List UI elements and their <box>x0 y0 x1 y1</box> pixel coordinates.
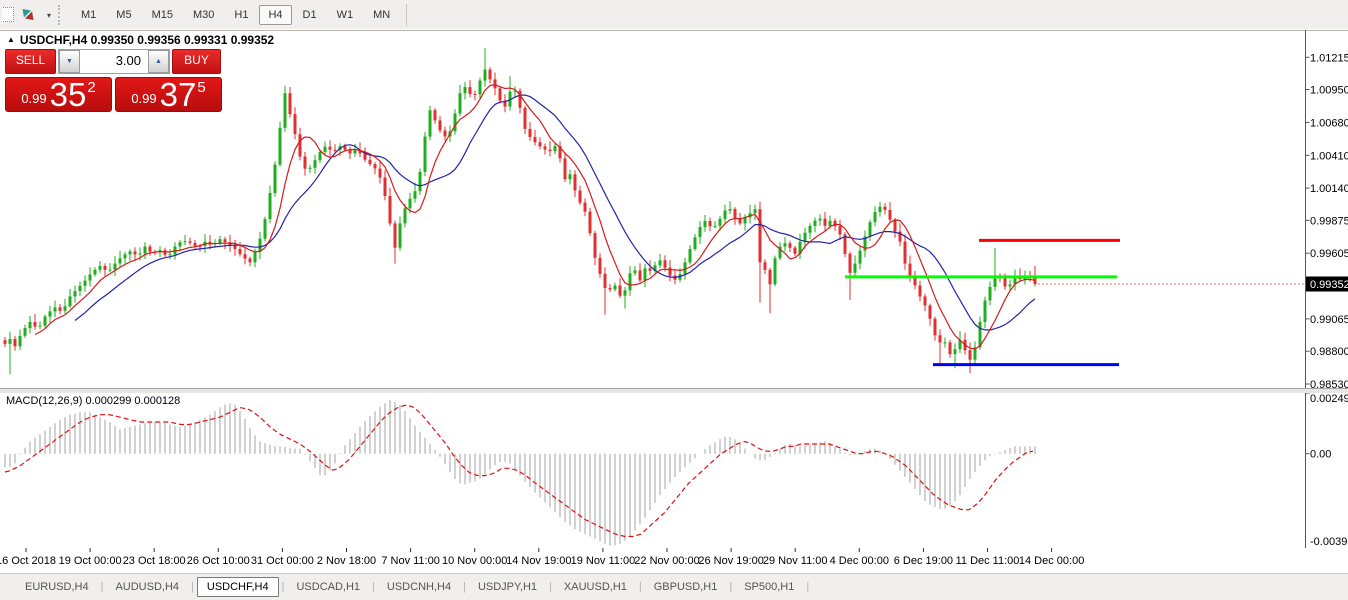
tab-separator: | <box>806 581 810 593</box>
bid-price-big: 35 <box>49 76 87 113</box>
svg-text:31 Oct 00:00: 31 Oct 00:00 <box>251 555 314 567</box>
tab-separator: | <box>191 581 194 593</box>
svg-text:22 Nov 00:00: 22 Nov 00:00 <box>634 555 699 567</box>
tab-separator: | <box>729 581 733 593</box>
timeframe-button-m1[interactable]: M1 <box>81 8 97 21</box>
timeframe-button-h4[interactable]: H4 <box>259 4 292 25</box>
tab-separator: | <box>281 581 285 593</box>
chart-title-text: USDCHF,H4 0.99350 0.99356 0.99331 0.9935… <box>19 33 275 47</box>
tab-separator: | <box>100 581 104 593</box>
bid-price-sup: 2 <box>87 79 96 96</box>
timeframe-button-m15[interactable]: M15 <box>151 8 173 21</box>
svg-text:0.002492: 0.002492 <box>1310 393 1348 405</box>
chart-tab-bar: EURUSD,H4 | AUDUSD,H4 | USDCHF,H4 | USDCAD,H1 |… <box>0 573 1348 600</box>
timeframe-button-w1[interactable]: W1 <box>336 8 354 21</box>
sell-button[interactable]: SELL <box>5 48 56 74</box>
svg-text:0.99065: 0.99065 <box>1310 314 1348 326</box>
volume-up-button[interactable]: ▲ <box>148 49 169 73</box>
ma-fast-line <box>34 84 1036 350</box>
svg-text:14 Dec 00:00: 14 Dec 00:00 <box>1019 555 1084 567</box>
macd-label: MACD(12,26,9) 0.000299 0.000128 <box>6 395 181 407</box>
tile-windows-icon[interactable]: ▾ <box>18 4 51 25</box>
macd-signal-line <box>4 404 1034 538</box>
macd-histogram <box>4 400 1036 546</box>
tab-eurusd-h4[interactable]: EURUSD,H4 <box>25 581 89 593</box>
timeframe-button-m5[interactable]: M5 <box>116 8 132 21</box>
tab-gbpusd-h1[interactable]: GBPUSD,H1 <box>653 581 718 593</box>
ask-price-big: 37 <box>159 76 197 113</box>
timeframe-button-mn[interactable]: MN <box>373 8 391 21</box>
svg-text:16 Oct 2018: 16 Oct 2018 <box>0 555 56 567</box>
svg-text:0.00: 0.00 <box>1310 449 1331 461</box>
collapse-panel-icon[interactable]: ▲ <box>7 35 15 44</box>
timeframe-button-h1[interactable]: H1 <box>234 8 249 21</box>
macd-indicator-pane[interactable]: 0.002492 0.00 -0.003913 <box>0 393 1348 549</box>
time-axis[interactable]: 16 Oct 2018 19 Oct 00:00 23 Oct 18:00 26 Oc… <box>0 548 1348 573</box>
tab-usdcad-h1[interactable]: USDCAD,H1 <box>296 581 361 593</box>
svg-text:1.00680: 1.00680 <box>1310 117 1348 129</box>
svg-text:1.00410: 1.00410 <box>1310 150 1348 162</box>
svg-text:26 Oct 10:00: 26 Oct 10:00 <box>187 555 250 567</box>
svg-text:1.00950: 1.00950 <box>1310 85 1348 97</box>
ask-price-sup: 5 <box>197 79 206 96</box>
bid-price-display[interactable]: 0.99 35 2 <box>5 77 112 112</box>
tab-separator: | <box>638 581 642 593</box>
tab-separator: | <box>549 581 552 593</box>
chart-area: 1.01215 1.00950 1.00680 1.00410 1.00140 0.998… <box>0 29 1348 600</box>
svg-text:14 Nov 19:00: 14 Nov 19:00 <box>506 555 571 567</box>
timeframe-button-m30[interactable]: M30 <box>192 8 215 21</box>
tab-audusd-h4[interactable]: AUDUSD,H4 <box>115 581 180 593</box>
toolbar: ▾ M1 M5 M15 M30 H1 H4 D1 W1 MN <box>0 0 1348 30</box>
ask-price-display[interactable]: 0.99 37 5 <box>115 77 222 112</box>
svg-text:29 Nov 11:00: 29 Nov 11:00 <box>763 555 828 567</box>
tab-usdjpy-h1[interactable]: USDJPY,H1 <box>477 581 538 593</box>
chevron-down-icon[interactable]: ▾ <box>46 10 51 20</box>
ma-slow-line <box>74 94 1036 331</box>
svg-text:0.99875: 0.99875 <box>1310 215 1348 227</box>
volume-down-button[interactable]: ▼ <box>59 49 80 73</box>
svg-text:-0.003913: -0.003913 <box>1310 536 1348 548</box>
ask-price-small: 0.99 <box>131 91 157 106</box>
current-price-tag: 0.99352 <box>1306 276 1348 292</box>
volume-input[interactable]: 3.00 <box>115 52 141 68</box>
svg-text:26 Nov 19:00: 26 Nov 19:00 <box>698 555 763 567</box>
tab-usdcnh-h4[interactable]: USDCNH,H4 <box>386 581 452 593</box>
svg-text:11 Dec 11:00: 11 Dec 11:00 <box>956 555 1020 567</box>
svg-text:0.98800: 0.98800 <box>1310 346 1348 358</box>
price-axis-labels: 1.01215 1.00950 1.00680 1.00410 1.00140 0.998… <box>1305 52 1348 388</box>
timeframe-button-d1[interactable]: D1 <box>302 8 317 21</box>
bid-price-small: 0.99 <box>21 91 47 106</box>
svg-text:4 Dec 00:00: 4 Dec 00:00 <box>830 555 889 567</box>
chart-window-icon[interactable] <box>2 5 16 25</box>
macd-axis-labels: 0.002492 0.00 -0.003913 <box>1305 393 1348 549</box>
toolbar-divider <box>406 3 408 26</box>
tab-sp500-h1[interactable]: SP500,H1 <box>744 581 795 593</box>
svg-text:19 Nov 11:00: 19 Nov 11:00 <box>571 555 636 567</box>
tab-separator: | <box>463 581 466 593</box>
buy-button[interactable]: BUY <box>172 48 221 74</box>
tab-xauusd-h1[interactable]: XAUUSD,H1 <box>563 581 627 593</box>
svg-text:7 Nov 11:00: 7 Nov 11:00 <box>381 555 440 567</box>
time-axis-labels: 16 Oct 2018 19 Oct 00:00 23 Oct 18:00 26 Oc… <box>0 548 1084 567</box>
svg-text:2 Nov 18:00: 2 Nov 18:00 <box>317 555 376 567</box>
svg-text:0.99352: 0.99352 <box>1310 279 1348 291</box>
svg-text:1.01215: 1.01215 <box>1310 52 1348 64</box>
horizontal-level-lines[interactable] <box>845 238 1120 367</box>
svg-text:23 Oct 18:00: 23 Oct 18:00 <box>123 555 186 567</box>
chart-title: ▲ USDCHF,H4 0.99350 0.99356 0.99331 0.993… <box>7 33 274 47</box>
tab-usdchf-h4[interactable]: USDCHF,H4 <box>196 577 279 597</box>
svg-text:19 Oct 00:00: 19 Oct 00:00 <box>59 555 122 567</box>
one-click-trading-panel: SELL ▼ 3.00 ▲ BUY 0.99 35 2 0.99 37 5 <box>5 48 224 112</box>
timeframe-group: M1 M5 M15 M30 H1 H4 D1 W1 MN <box>71 0 400 29</box>
price-chart[interactable]: 1.01215 1.00950 1.00680 1.00410 1.00140 0.998… <box>0 30 1348 388</box>
tab-separator: | <box>372 581 375 593</box>
volume-spinner: ▼ 3.00 ▲ <box>58 48 170 74</box>
toolbar-grip <box>58 4 65 25</box>
svg-text:1.00140: 1.00140 <box>1310 183 1348 195</box>
svg-text:0.98530: 0.98530 <box>1310 379 1348 388</box>
svg-text:0.99605: 0.99605 <box>1310 248 1348 260</box>
svg-text:10 Nov 00:00: 10 Nov 00:00 <box>442 555 507 567</box>
svg-text:6 Dec 19:00: 6 Dec 19:00 <box>894 555 953 567</box>
